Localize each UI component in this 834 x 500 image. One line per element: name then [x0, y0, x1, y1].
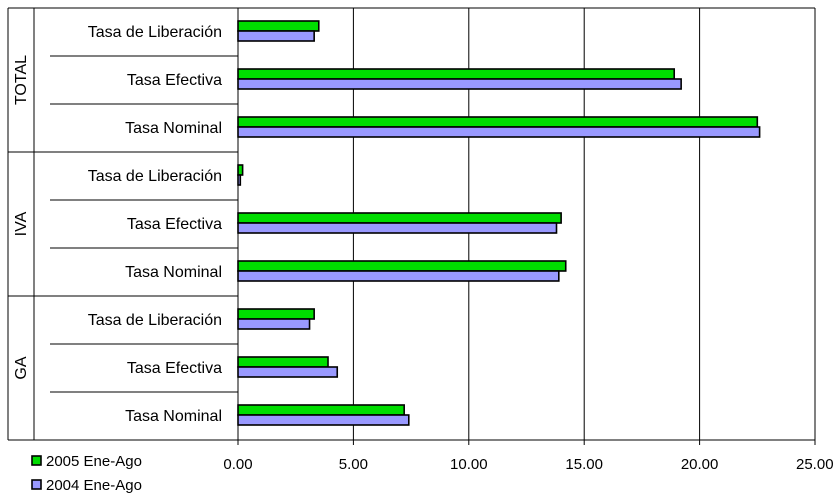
- axes: [7, 7, 816, 445]
- bar-2004: [237, 78, 682, 90]
- legend-label: 2004 Ene-Ago: [46, 477, 142, 494]
- category-label: Tasa de Liberación: [88, 312, 222, 329]
- bar-2005: [237, 260, 567, 272]
- bar-2004: [237, 270, 560, 282]
- category-label: Tasa Nominal: [125, 120, 222, 137]
- bar-2005: [237, 356, 329, 368]
- bar-2005: [237, 116, 759, 128]
- bar-2005: [237, 404, 405, 416]
- bar-2005: [237, 20, 320, 32]
- x-tick-label: 10.00: [450, 456, 488, 473]
- category-label: Tasa Efectiva: [127, 360, 222, 377]
- legend: 2005 Ene-Ago 2004 Ene-Ago: [31, 453, 142, 494]
- x-tick-label: 20.00: [681, 456, 719, 473]
- category-label: Tasa de Liberación: [88, 24, 222, 41]
- x-tick-label: 5.00: [339, 456, 368, 473]
- bar-2005: [237, 164, 244, 176]
- x-tick-label: 0.00: [223, 456, 252, 473]
- category-label: Tasa Nominal: [125, 408, 222, 425]
- bar-2005: [237, 308, 315, 320]
- x-tick-labels: 0.00 5.00 10.00 15.00 20.00 25.00: [223, 456, 833, 473]
- bar-2004: [237, 366, 339, 378]
- legend-swatch: [31, 455, 42, 466]
- bar-2004: [237, 30, 315, 42]
- bars: [237, 20, 761, 426]
- x-tick-label: 25.00: [796, 456, 834, 473]
- group-label: IVA: [13, 211, 30, 236]
- bar-2005: [237, 68, 676, 80]
- x-tick-label: 15.00: [565, 456, 603, 473]
- legend-label: 2005 Ene-Ago: [46, 453, 142, 470]
- bar-2004: [237, 318, 311, 330]
- category-label: Tasa Efectiva: [127, 72, 222, 89]
- bar-2004: [237, 222, 558, 234]
- legend-swatch: [31, 479, 42, 490]
- category-label: Tasa Efectiva: [127, 216, 222, 233]
- bar-2005: [237, 212, 562, 224]
- group-label: GA: [13, 356, 30, 379]
- category-labels: Tasa de Liberación Tasa Efectiva Tasa Nomi…: [13, 24, 222, 425]
- category-label: Tasa Nominal: [125, 264, 222, 281]
- bar-2004: [237, 414, 410, 426]
- group-label: TOTAL: [13, 55, 30, 105]
- bar-2004: [237, 126, 761, 138]
- category-label: Tasa de Liberación: [88, 168, 222, 185]
